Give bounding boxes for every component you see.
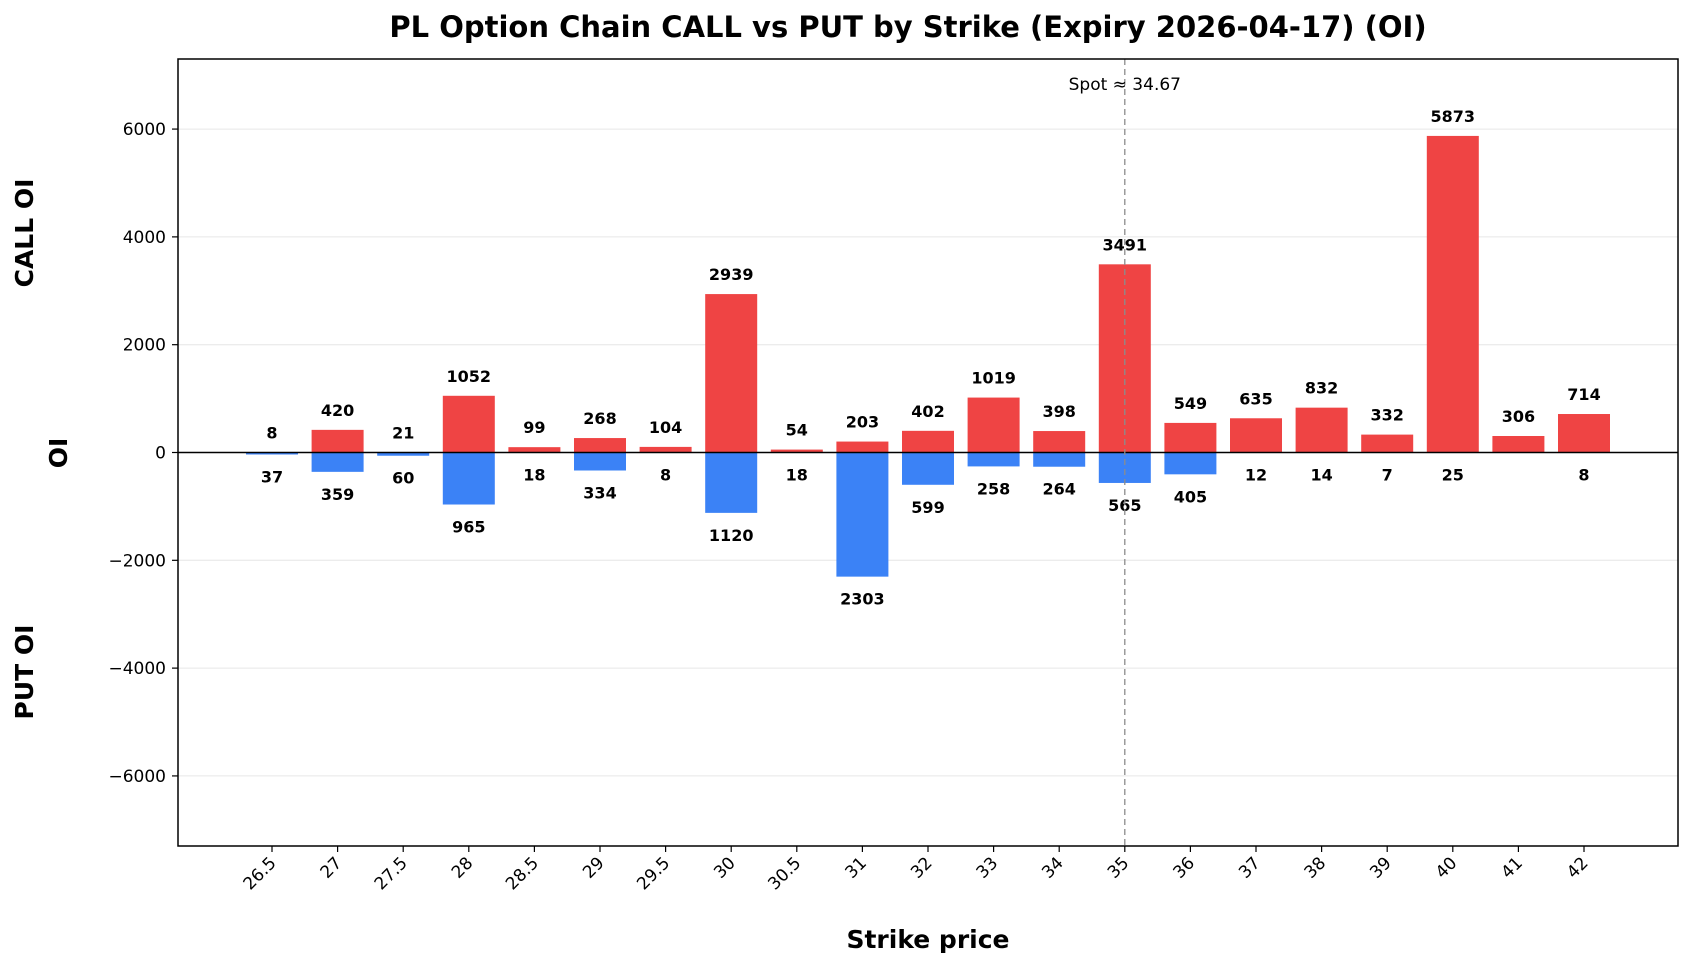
call-bar <box>1492 436 1545 453</box>
put-data-label: 18 <box>523 466 545 485</box>
x-axis-label: Strike price <box>846 925 1009 954</box>
put-data-label: 18 <box>786 466 808 485</box>
chart-title: PL Option Chain CALL vs PUT by Strike (E… <box>389 10 1426 44</box>
put-bar <box>574 452 626 471</box>
put-data-label: 565 <box>1108 496 1141 515</box>
put-bar <box>1164 452 1217 475</box>
call-data-label: 402 <box>911 402 944 421</box>
put-data-label: 405 <box>1174 487 1207 506</box>
put-data-label: 37 <box>261 467 283 486</box>
put-data-label: 8 <box>1578 466 1589 485</box>
put-bar <box>246 452 298 455</box>
call-bar <box>1361 434 1414 453</box>
call-data-label: 104 <box>649 418 682 437</box>
put-data-label: 264 <box>1042 480 1075 499</box>
call-bar <box>311 429 364 453</box>
y-tick-label: −6000 <box>108 767 166 787</box>
y-axis-label: OI <box>44 438 73 469</box>
put-bar <box>377 452 430 456</box>
call-bar <box>836 441 889 453</box>
call-data-label: 54 <box>786 421 808 440</box>
call-data-label: 1019 <box>971 369 1016 388</box>
data-labels: 8 37 420 359 21 60 1052 965 99 18 268 334 104 8 2939 11… <box>261 107 1601 609</box>
put-data-label: 14 <box>1310 466 1332 485</box>
y-axis-label-call: CALL OI <box>10 179 39 288</box>
call-data-label: 398 <box>1042 402 1075 421</box>
call-data-label: 21 <box>392 424 414 443</box>
call-data-label: 8 <box>266 424 277 443</box>
put-bar <box>836 452 889 577</box>
call-bar <box>1230 418 1282 453</box>
y-tick-label: 0 <box>155 444 166 464</box>
put-data-label: 7 <box>1382 466 1393 485</box>
put-data-label: 1120 <box>709 526 754 545</box>
put-data-label: 25 <box>1442 466 1464 485</box>
put-bar <box>705 452 758 513</box>
put-bar <box>311 452 364 472</box>
call-data-label: 635 <box>1239 389 1272 408</box>
call-data-label: 268 <box>583 409 616 428</box>
call-data-label: 306 <box>1502 407 1535 426</box>
call-bar <box>508 447 561 453</box>
put-data-label: 60 <box>392 469 414 488</box>
put-data-label: 334 <box>583 484 616 503</box>
call-data-label: 203 <box>846 413 879 432</box>
call-data-label: 332 <box>1370 406 1403 425</box>
call-data-label: 99 <box>523 418 545 437</box>
y-tick-label: 2000 <box>123 336 166 356</box>
call-bar <box>1426 135 1479 453</box>
call-bar <box>1558 414 1610 453</box>
put-bar <box>902 452 954 485</box>
call-bar <box>1164 422 1217 453</box>
call-bar <box>1295 407 1348 453</box>
call-bar <box>1033 431 1086 453</box>
put-data-label: 258 <box>977 479 1010 498</box>
call-bar <box>639 446 692 453</box>
put-data-label: 599 <box>911 498 944 517</box>
call-data-label: 420 <box>321 401 354 420</box>
call-bar <box>705 294 758 453</box>
call-bar <box>574 438 626 453</box>
call-data-label: 1052 <box>447 367 492 386</box>
y-axis-label-put: PUT OI <box>10 625 39 720</box>
put-bar <box>1098 452 1151 483</box>
put-data-label: 965 <box>452 518 485 537</box>
put-data-label: 12 <box>1245 466 1267 485</box>
call-data-label: 5873 <box>1431 107 1476 126</box>
call-data-label: 832 <box>1305 379 1338 398</box>
put-data-label: 8 <box>660 466 671 485</box>
call-bar <box>967 397 1020 453</box>
call-bar <box>770 449 823 453</box>
call-data-label: 549 <box>1174 394 1207 413</box>
call-bar <box>442 395 495 453</box>
y-tick-label: −2000 <box>108 551 166 571</box>
call-bar <box>902 430 954 453</box>
put-bar <box>1033 452 1086 467</box>
put-data-label: 359 <box>321 485 354 504</box>
spot-label: Spot ≈ 34.67 <box>1069 75 1181 95</box>
call-data-label: 2939 <box>709 265 754 284</box>
put-bar <box>967 452 1020 467</box>
call-data-label: 714 <box>1567 385 1600 404</box>
put-data-label: 2303 <box>840 590 885 609</box>
put-bar <box>442 452 495 505</box>
y-tick-label: 6000 <box>123 120 166 140</box>
y-tick-label: 4000 <box>123 228 166 248</box>
plot-area-frame <box>177 58 1679 847</box>
bars <box>246 135 1610 577</box>
y-tick-label: −4000 <box>108 659 166 679</box>
